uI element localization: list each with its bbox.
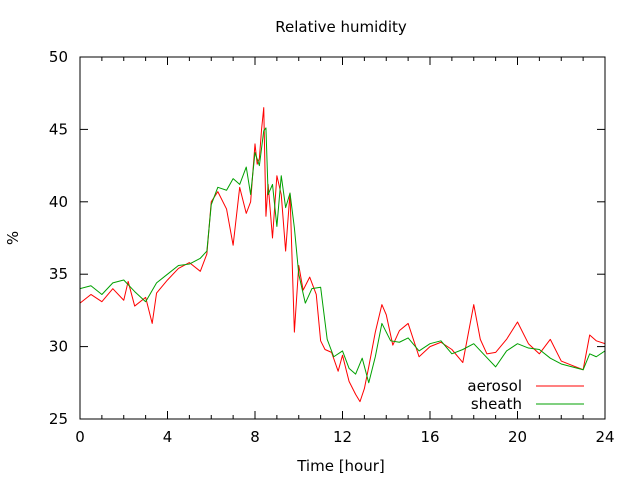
y-tick-label: 25	[49, 410, 68, 428]
x-tick-label: 12	[333, 428, 352, 446]
series-line-aerosol	[80, 107, 605, 403]
legend-label-aerosol: aerosol	[467, 377, 522, 395]
y-tick-label: 45	[49, 120, 68, 138]
series-line-sheath	[80, 127, 605, 384]
x-tick-label: 20	[508, 428, 527, 446]
plot-area: 0 4 8 12 16 20 24 25 30 35 40 45 50	[49, 48, 615, 446]
y-axis-label: %	[4, 231, 22, 245]
x-tick-label: 24	[595, 428, 614, 446]
plot-frame	[79, 56, 606, 420]
x-tick-label: 4	[163, 428, 173, 446]
x-tick-label: 8	[250, 428, 260, 446]
y-tick-label: 35	[49, 265, 68, 283]
y-tick-label: 50	[49, 48, 68, 66]
chart-title: Relative humidity	[275, 18, 407, 36]
y-tick-label: 40	[49, 193, 68, 211]
y-tick-label: 30	[49, 338, 68, 356]
x-axis-label: Time [hour]	[296, 457, 385, 475]
legend-label-sheath: sheath	[471, 395, 522, 413]
x-tick-label: 0	[75, 428, 85, 446]
x-tick-label: 16	[420, 428, 439, 446]
